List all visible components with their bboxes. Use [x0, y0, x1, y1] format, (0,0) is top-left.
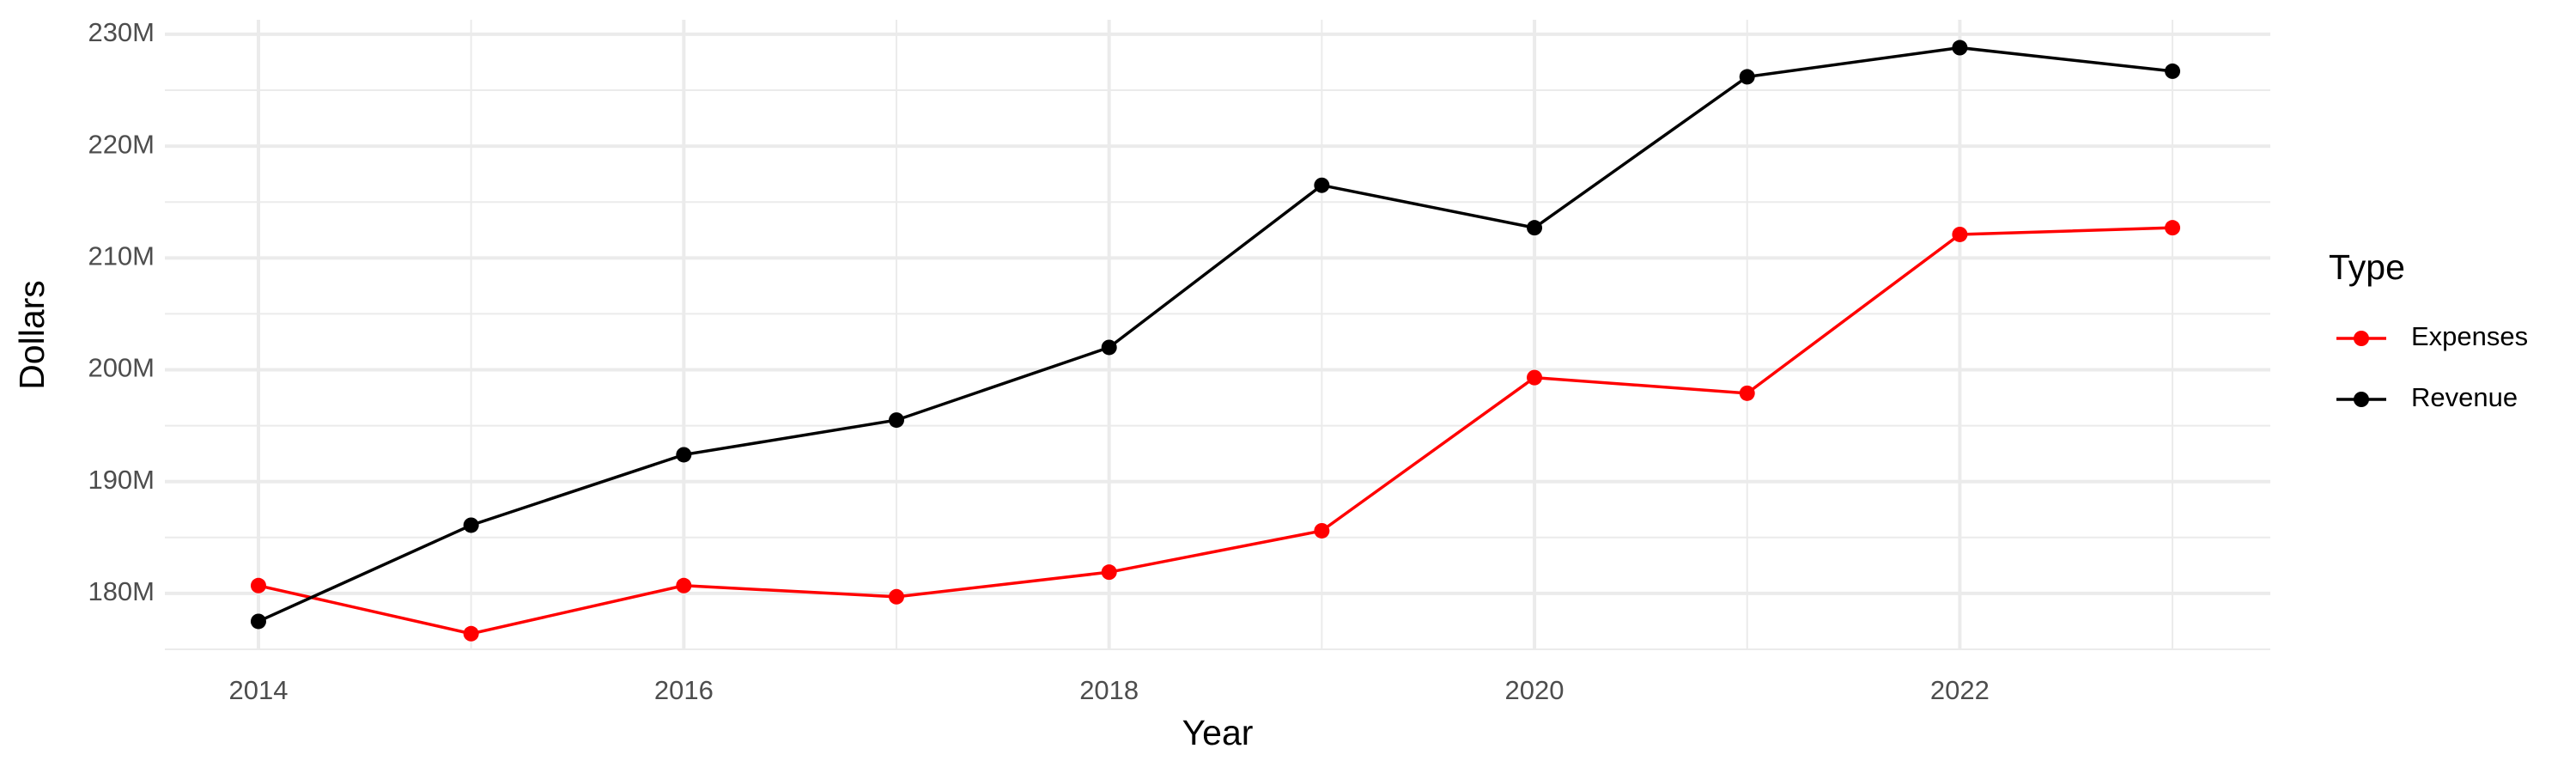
data-point: [1952, 40, 1968, 56]
data-point: [2165, 220, 2181, 236]
y-tick-label: 200M: [88, 353, 155, 383]
legend-text: Revenue: [2411, 382, 2518, 412]
data-point: [1952, 226, 1968, 242]
data-point: [250, 577, 266, 593]
grid: [165, 20, 2270, 650]
data-point: [889, 588, 905, 605]
data-point: [676, 447, 692, 463]
data-point: [250, 613, 266, 630]
data-point: [463, 517, 479, 533]
data-point: [1101, 564, 1117, 581]
data-point: [676, 577, 692, 593]
y-tick-label: 180M: [88, 576, 155, 606]
x-tick-label: 2018: [1079, 675, 1139, 705]
y-tick-label: 220M: [88, 129, 155, 159]
data-point: [889, 412, 905, 429]
x-tick-label: 2020: [1505, 675, 1564, 705]
x-tick-label: 2016: [654, 675, 714, 705]
x-tick-label: 2022: [1930, 675, 1990, 705]
data-point: [1314, 522, 1330, 539]
data-point: [1527, 220, 1543, 236]
legend: Type Expenses Revenue: [2329, 247, 2528, 412]
y-tick-label: 210M: [88, 241, 155, 271]
y-tick-label: 230M: [88, 17, 155, 47]
y-axis-title: Dollars: [12, 280, 52, 390]
x-axis-title: Year: [1182, 713, 1254, 752]
data-point: [1101, 339, 1117, 356]
data-point: [1739, 69, 1755, 85]
y-tick-label: 190M: [88, 465, 155, 495]
series-line: [258, 226, 2173, 636]
legend-title: Type: [2329, 247, 2405, 287]
legend-key-point: [2354, 331, 2369, 346]
legend-text: Expenses: [2411, 321, 2528, 351]
legend-key-point: [2354, 392, 2369, 407]
series-line: [258, 46, 2173, 624]
data-point: [463, 625, 479, 642]
data-point: [2165, 63, 2181, 79]
x-tick-label: 2014: [228, 675, 288, 705]
data-point: [1314, 177, 1330, 193]
data-point: [1739, 385, 1755, 401]
data-point: [1527, 369, 1543, 386]
